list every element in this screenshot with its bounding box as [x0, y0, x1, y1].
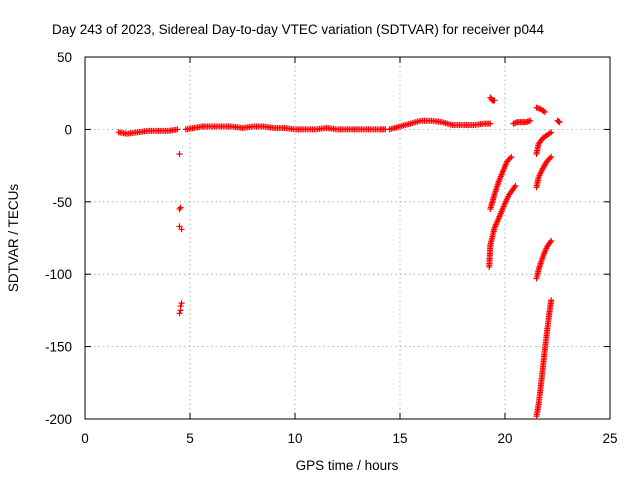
grid-lines — [85, 57, 610, 419]
y-tick-label: 50 — [57, 50, 72, 65]
y-tick-label: -150 — [45, 340, 72, 355]
chart-title: Day 243 of 2023, Sidereal Day-to-day VTE… — [52, 22, 544, 37]
y-tick-label: -50 — [52, 195, 72, 210]
plot-frame — [84, 56, 611, 420]
data-point — [506, 155, 513, 162]
data-point — [546, 155, 553, 162]
data-point — [491, 97, 498, 104]
data-point — [176, 223, 183, 230]
x-tick-label: 10 — [287, 431, 302, 446]
data-point — [178, 300, 185, 307]
data-point — [174, 126, 181, 133]
data-point — [176, 206, 183, 213]
data-point — [548, 237, 555, 244]
x-tick-label: 25 — [602, 431, 617, 446]
data-point — [548, 153, 555, 160]
axis-ticks — [84, 56, 611, 420]
y-tick-label: -100 — [45, 267, 72, 282]
x-axis-label: GPS time / hours — [296, 458, 399, 473]
data-point — [541, 109, 548, 116]
data-point — [548, 129, 555, 136]
data-point — [555, 118, 562, 125]
data-point — [512, 182, 519, 189]
x-tick-label: 15 — [392, 431, 407, 446]
data-point — [177, 303, 184, 310]
tick-labels: 0 5 10 15 20 25 50 0 -50 -100 -150 -200 — [45, 50, 618, 446]
y-tick-label: -200 — [45, 412, 72, 427]
data-point — [556, 119, 563, 126]
data-point — [508, 153, 515, 160]
data-point — [527, 117, 534, 124]
data-point — [176, 310, 183, 317]
y-tick-label: 0 — [64, 122, 72, 137]
y-axis-label: SDTVAR / TECUs — [6, 184, 21, 293]
data-point — [548, 297, 555, 304]
x-tick-label: 20 — [497, 431, 512, 446]
x-tick-label: 0 — [81, 431, 89, 446]
data-point — [177, 204, 184, 211]
data-points — [115, 94, 563, 420]
data-point — [176, 151, 183, 158]
data-point — [487, 120, 494, 127]
x-tick-label: 5 — [186, 431, 194, 446]
